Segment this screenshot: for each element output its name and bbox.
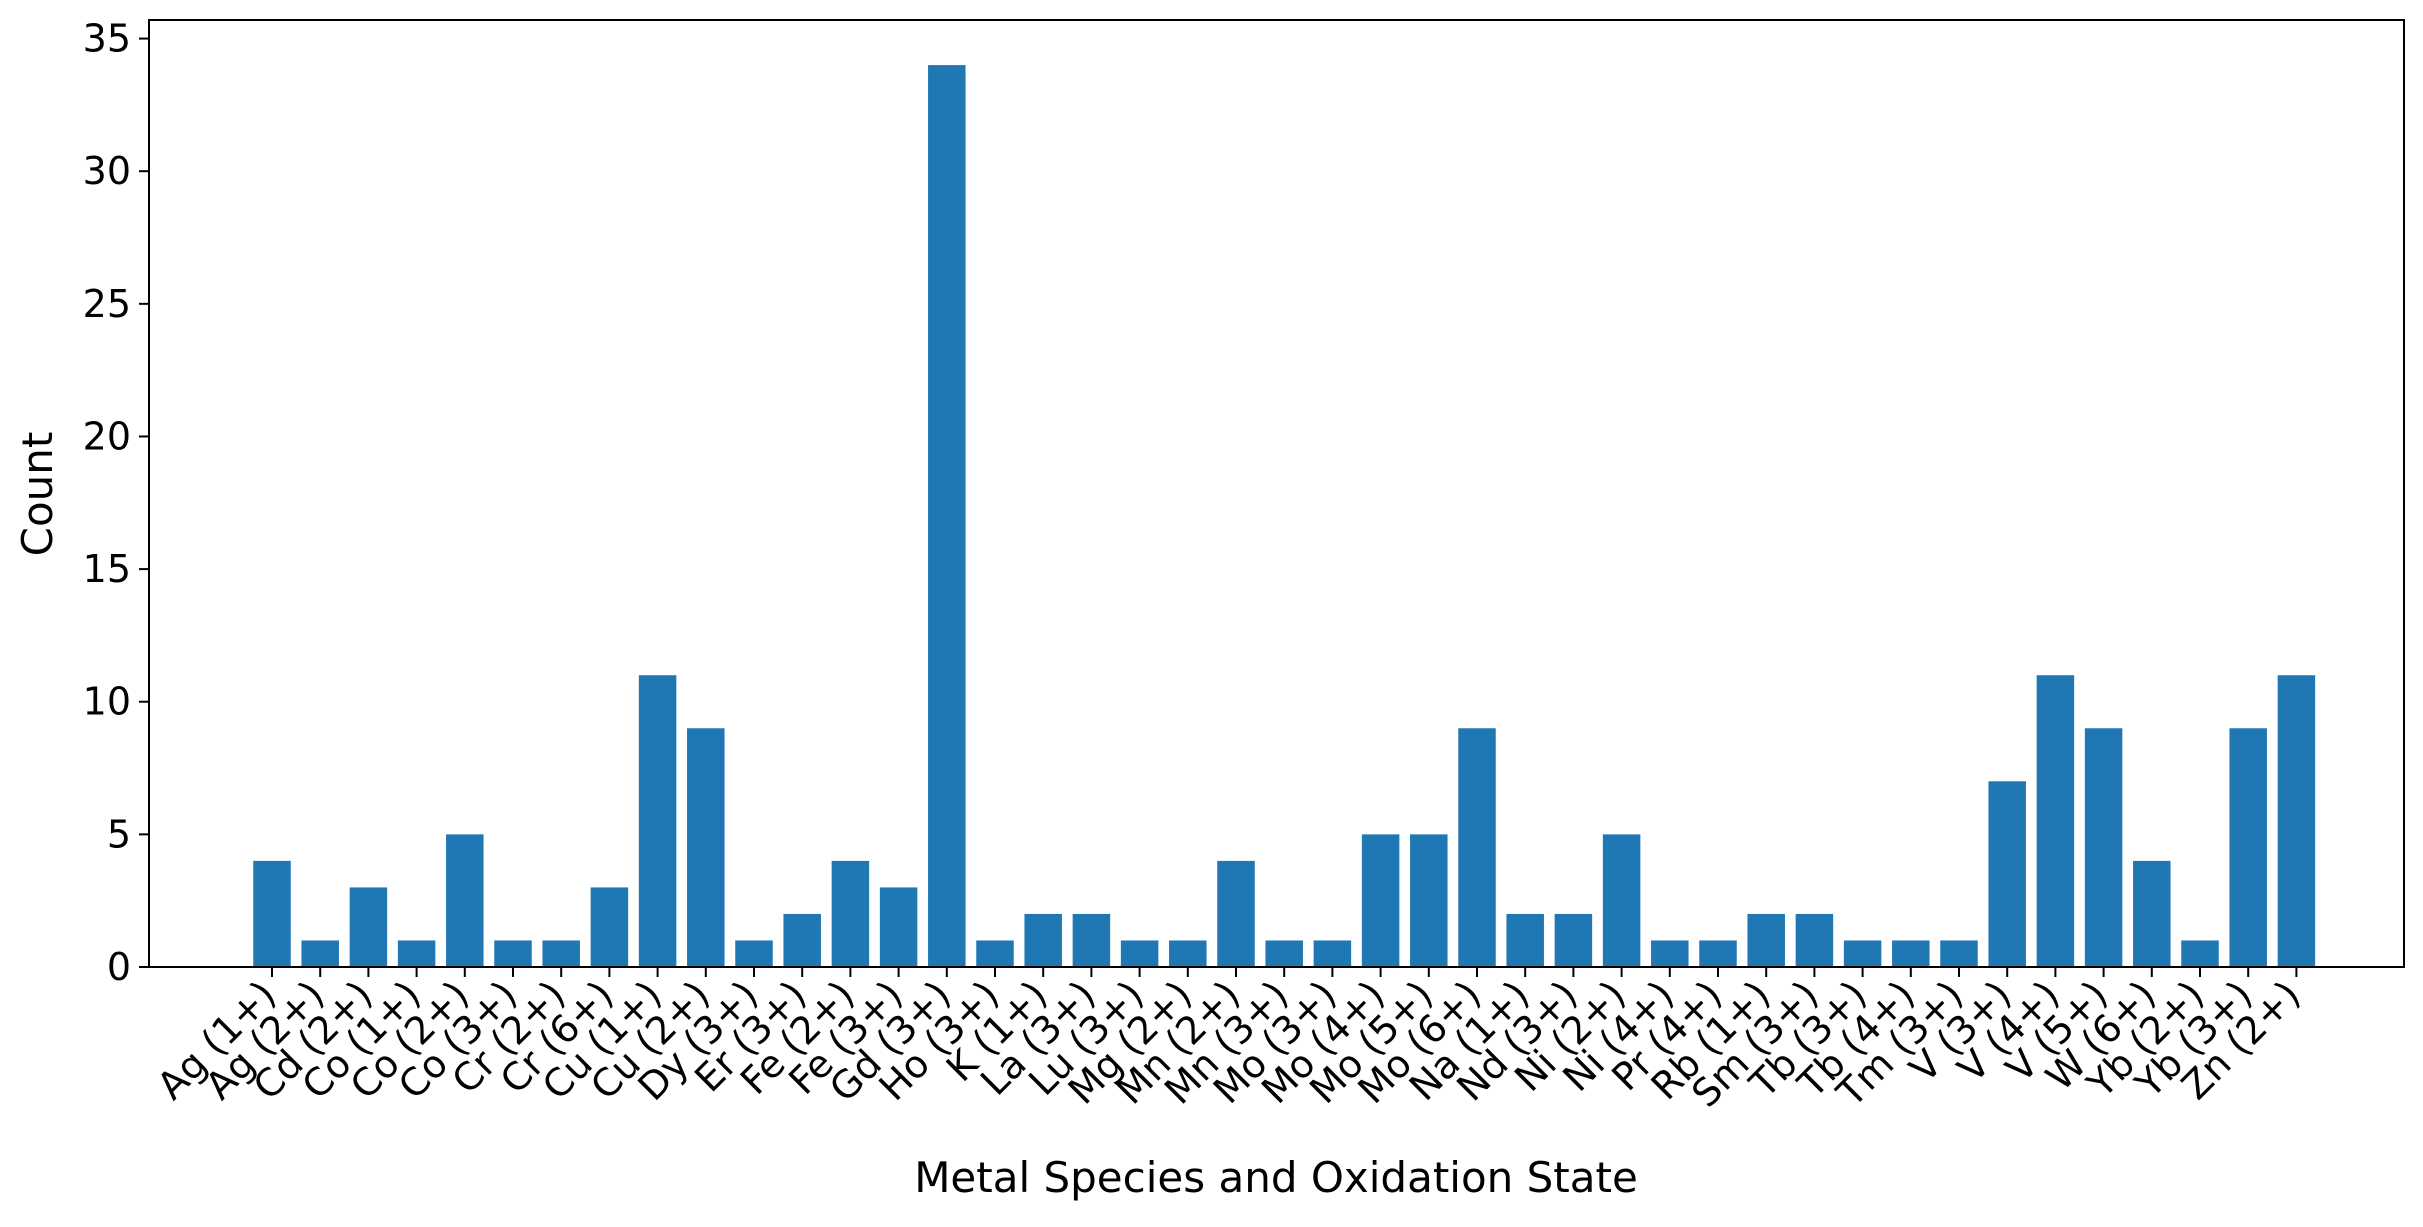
bar [783,913,821,967]
bar [494,940,532,967]
bar [1940,940,1978,967]
bar [1120,940,1159,967]
x-axis-label: Metal Species and Oxidation State [914,1153,1638,1202]
bar [1699,940,1737,967]
bar [2277,675,2316,967]
bar [2181,940,2219,967]
bar [687,728,725,967]
bar [735,940,773,967]
y-tick-label: 5 [107,812,131,856]
bar [1651,940,1689,967]
bar [1795,913,1834,967]
bar [2084,728,2123,967]
y-tick-label: 20 [83,414,131,458]
bar [1892,940,1930,967]
bar [1458,728,1496,967]
bar [1843,940,1882,967]
bar [1169,940,1207,967]
bar [1265,940,1303,967]
bar [349,887,388,967]
bar [1410,834,1448,967]
bar [1072,913,1111,967]
bar [542,940,580,967]
x-axis: Ag (1+)Ag (2+)Cd (2+)Co (1+)Co (2+)Co (3… [149,967,2309,1116]
bar [2133,860,2171,967]
y-axis-label: Count [13,432,62,557]
bar [1554,913,1593,967]
y-tick-label: 10 [83,680,131,724]
bar [1024,913,1062,967]
bar [1361,834,1400,967]
bar [2036,675,2075,967]
bar [1602,834,1641,967]
bar [879,887,918,967]
bar [638,675,677,967]
y-tick-label: 35 [83,17,131,61]
bar [2229,728,2267,967]
bar [1313,940,1352,967]
bar [831,860,870,967]
bar [446,834,484,967]
bar [976,940,1014,967]
bar [1988,781,2026,967]
y-tick-label: 0 [107,945,131,989]
plot-frame [148,19,2405,968]
bar [397,940,436,967]
bar [253,860,291,967]
bar [1217,860,1255,967]
y-tick-label: 15 [83,547,131,591]
y-tick-label: 30 [83,149,131,193]
bar [1747,913,1785,967]
y-tick-label: 25 [83,282,131,326]
bar [928,65,966,968]
y-axis: 0 5 10 15 20 25 30 35 [83,17,149,989]
bar [590,887,629,967]
bar [1506,913,1544,967]
bar [301,940,339,967]
bars-layer [253,65,2316,968]
